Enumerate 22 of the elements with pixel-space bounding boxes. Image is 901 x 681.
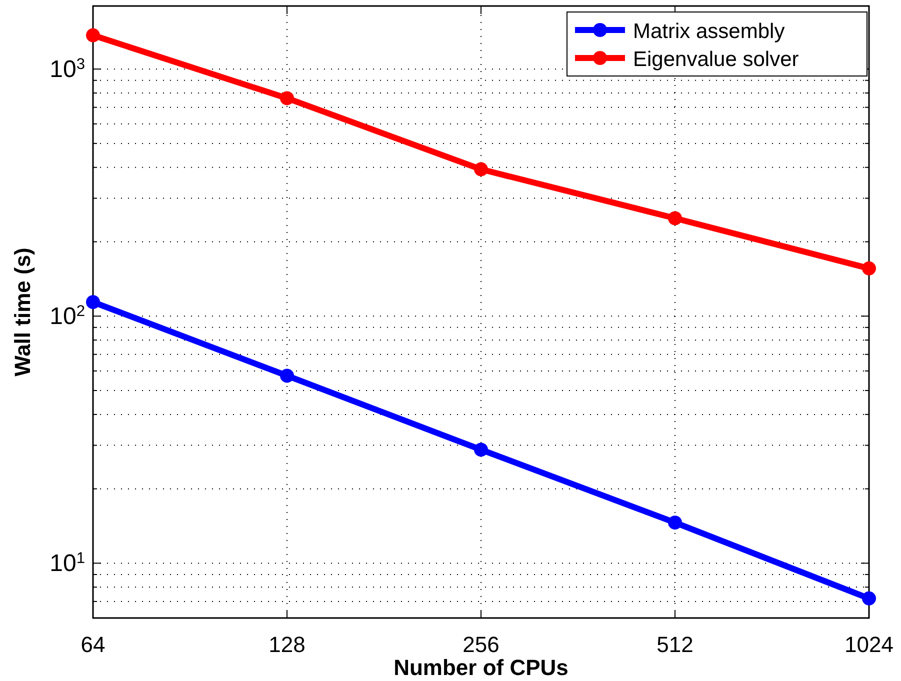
y-axis-title: Wall time (s) — [10, 248, 35, 376]
y-tick-label: 10$^{1}$ — [50, 550, 85, 578]
point — [86, 28, 100, 42]
point — [474, 442, 488, 457]
point — [668, 516, 682, 530]
point — [280, 368, 294, 383]
x-axis-title: Number of CPUs — [394, 655, 568, 680]
y-tick-label: 10$^{2}$ — [50, 302, 85, 330]
point — [862, 261, 876, 276]
point — [862, 591, 876, 606]
point — [668, 211, 682, 226]
point — [474, 162, 488, 176]
x-tick-label: 256 — [462, 632, 500, 657]
y-tick-label: 10$^{3}$ — [50, 56, 85, 84]
point — [280, 91, 294, 106]
x-tick-label: 128 — [268, 632, 306, 657]
x-tick-label: 1024 — [844, 632, 894, 657]
legend-label: Matrix assembly — [633, 20, 786, 43]
legend-label: Eigenvalue solver — [633, 48, 799, 71]
x-tick-label: 64 — [80, 632, 106, 657]
point — [86, 295, 100, 310]
x-tick-label: 512 — [656, 632, 694, 657]
